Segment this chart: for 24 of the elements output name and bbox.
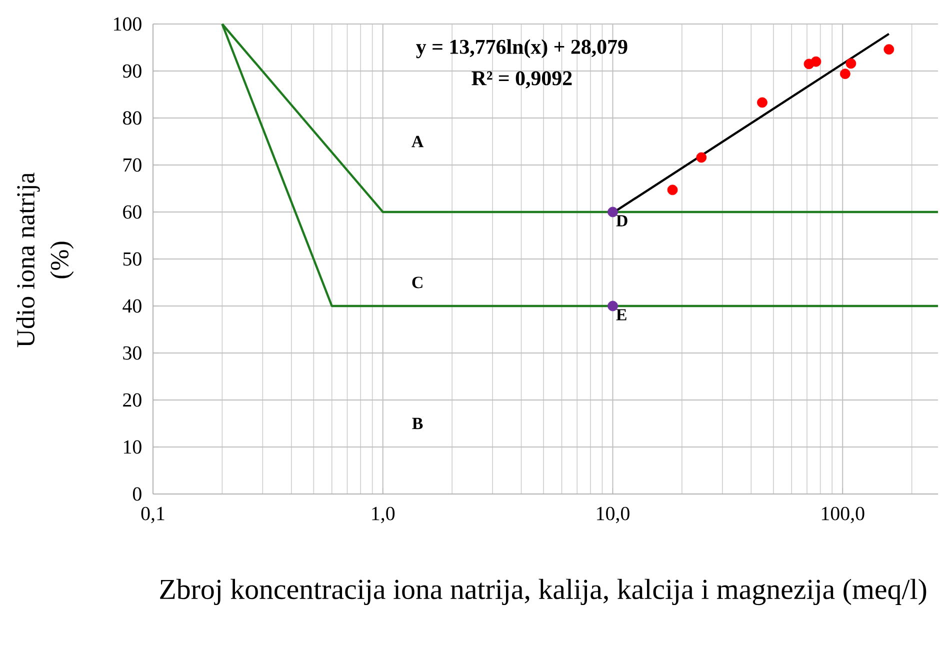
x-tick-label: 100,0 xyxy=(822,506,864,524)
y-tick-label: 0 xyxy=(132,487,142,501)
annotation: y = 13,776ln(x) + 28,079 xyxy=(416,39,628,58)
y-tick-label: 40 xyxy=(122,299,142,313)
y-tick-label: 10 xyxy=(124,440,142,454)
y-tick-label: 80 xyxy=(123,111,142,125)
y-tick-label: 60 xyxy=(123,205,142,219)
x-tick-label: 10,0 xyxy=(597,506,630,524)
annotation: E xyxy=(616,309,626,320)
annotation: C xyxy=(412,276,422,288)
annotation: A xyxy=(412,136,424,148)
y-tick-label: 50 xyxy=(123,252,142,266)
y-tick-label: 100 xyxy=(114,17,142,31)
x-tick-label: 1,0 xyxy=(372,506,395,524)
y-tick-label: 90 xyxy=(122,64,142,78)
y-axis-title: Udio iona natrija (%) xyxy=(16,172,74,348)
y-tick-label: 30 xyxy=(123,346,142,360)
x-tick-label: 0,1 xyxy=(141,506,164,524)
annotation: B xyxy=(412,418,423,430)
y-tick-label: 20 xyxy=(123,393,142,407)
y-tick-label: 70 xyxy=(124,158,142,172)
annotation: D xyxy=(616,215,628,226)
annotation: R² = 0,9092 xyxy=(472,71,572,88)
x-axis-title: Zbroj koncentracija iona natrija, kalija, kalcija i magnezija (meq/l) xyxy=(160,578,926,606)
